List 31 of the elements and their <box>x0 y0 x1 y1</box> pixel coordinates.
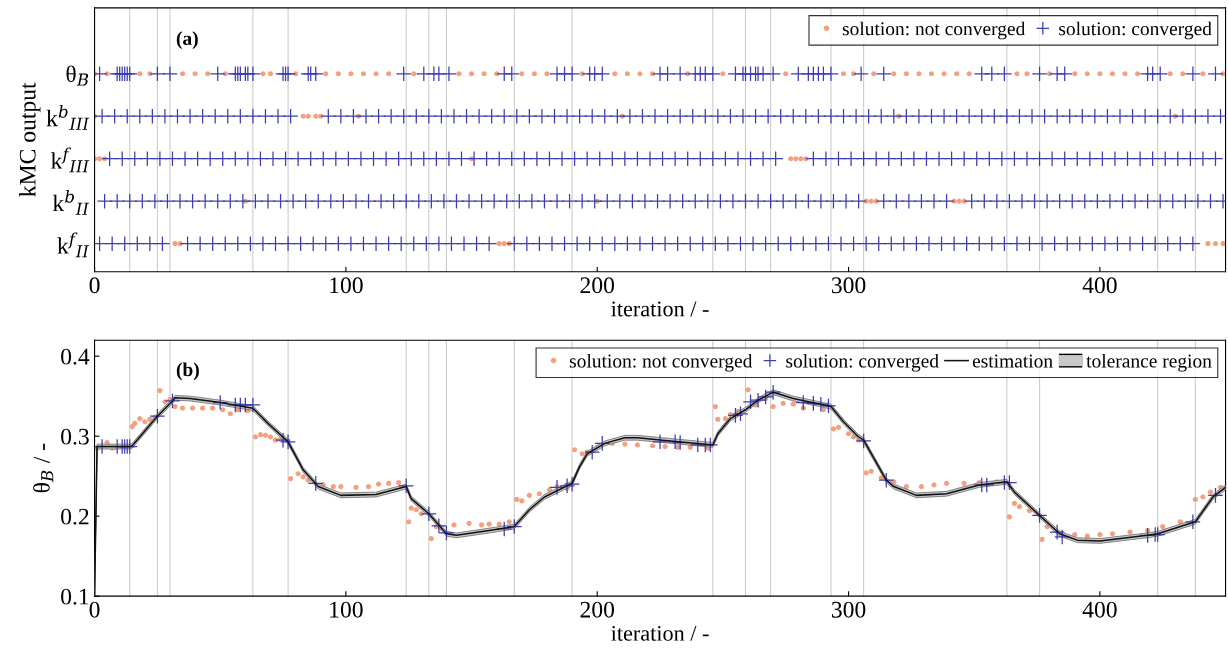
y-tick-label: k$^{f}$$_{III}$ <box>50 147 90 173</box>
annotation: tolerance region <box>1086 353 1212 372</box>
y-tick-label: 0.2 <box>61 508 89 525</box>
annotation: (b) <box>176 362 199 381</box>
legend-label: solution: converged <box>786 353 939 372</box>
y-tick-label: 0.4 <box>61 348 90 365</box>
y-tick-label: k$^{f}$$_{II}$ <box>57 232 90 258</box>
x-axis-title: iteration / - <box>611 301 709 317</box>
x-axis-title: iteration / - <box>611 625 709 641</box>
text: (a) <box>176 31 198 49</box>
y-tick-label: θ$_{B}$ <box>66 65 89 86</box>
x-tick-label: 200 <box>580 601 615 618</box>
y-axis-title: θ$_{B}$ / - <box>33 443 54 493</box>
x-tick-label: 100 <box>330 277 363 294</box>
y-axis-title: kMC output <box>19 82 41 197</box>
y-tick-label: 0.1 <box>61 588 89 605</box>
x-tick-label: 400 <box>1082 601 1117 618</box>
y-tick-label: k$^{b}$$_{II}$ <box>52 189 90 215</box>
x-tick-label: 100 <box>330 601 363 618</box>
legend-label: estimation <box>972 354 1053 368</box>
y-tick-label: 0.3 <box>61 428 89 445</box>
x-tick-label: 300 <box>831 277 866 294</box>
legend-label: solution: converged <box>1059 21 1212 40</box>
x-tick-label: 400 <box>1082 277 1117 294</box>
legend-label: solution: not converged <box>569 353 753 372</box>
legend-label: solution: not converged <box>842 21 1026 40</box>
x-tick-label: 0 <box>89 601 100 618</box>
x-tick-label: 300 <box>831 601 866 618</box>
y-tick-label: k$^{b}$$_{III}$ <box>46 104 90 130</box>
x-tick-label: 200 <box>580 277 615 294</box>
x-tick-label: 0 <box>89 277 100 294</box>
